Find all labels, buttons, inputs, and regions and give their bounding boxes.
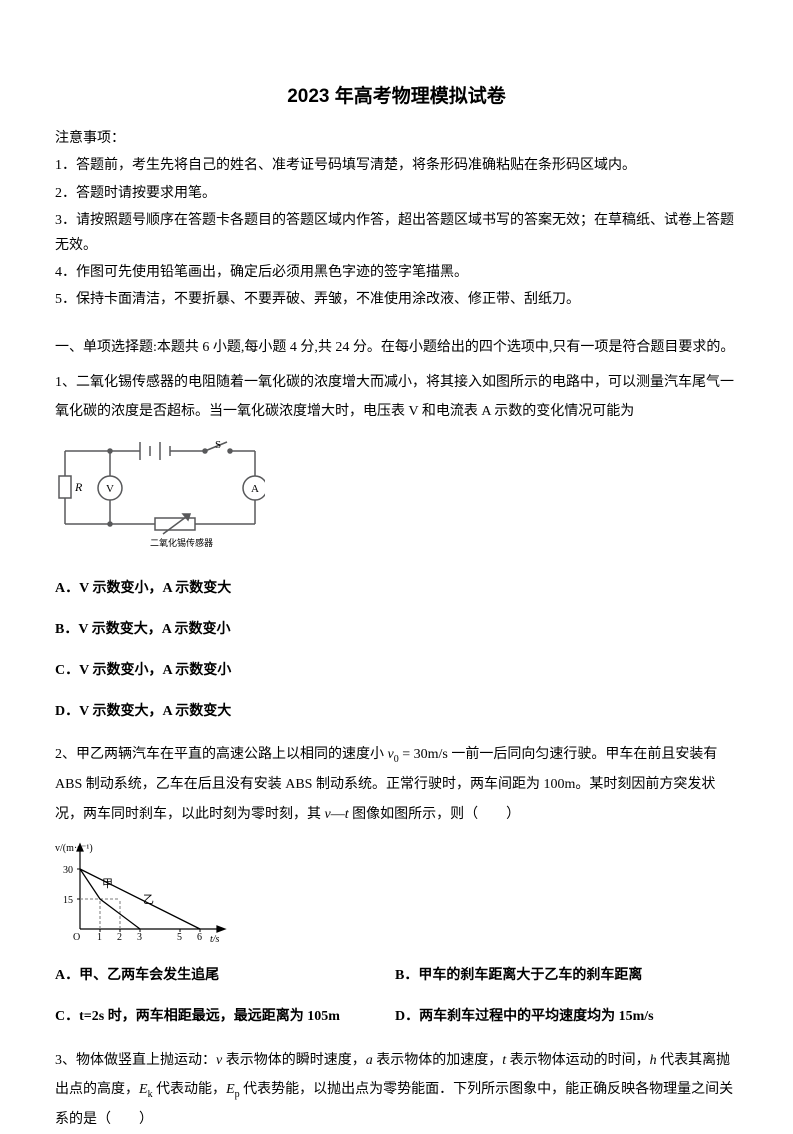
vt-x-6: 6 — [197, 932, 202, 943]
q2-pre: 2、甲乙两辆汽车在平直的高速公路上以相同的速度小 — [55, 747, 388, 762]
question-2-stem: 2、甲乙两辆汽车在平直的高速公路上以相同的速度小 v0 = 30m/s 一前一后… — [55, 740, 738, 829]
q2-option-d: D．两车刹车过程中的平均速度均为 15m/s — [395, 1004, 738, 1029]
vt-x-3: 3 — [137, 932, 142, 943]
q1-option-c: C．V 示数变小，A 示数变小 — [55, 658, 738, 683]
q2-eq: = 30m/s — [399, 747, 448, 762]
q1-option-a: A．V 示数变小，A 示数变大 — [55, 576, 738, 601]
vt-y30: 30 — [63, 865, 73, 876]
vt-yi: 乙 — [143, 893, 154, 906]
notice-item-1: 1．答题前，考生先将自己的姓名、准考证号码填写清楚，将条形码准确粘贴在条形码区域… — [55, 153, 738, 178]
circuit-svg: R V A S 二氧化锡传感器 — [55, 436, 265, 556]
sensor-label: 二氧化锡传感器 — [150, 537, 213, 548]
vt-y15: 15 — [63, 895, 73, 906]
question-3-stem: 3、物体做竖直上抛运动：v 表示物体的瞬时速度，a 表示物体的加速度，t 表示物… — [55, 1046, 738, 1134]
page-title: 2023 年高考物理模拟试卷 — [55, 80, 738, 114]
vt-x-1: 1 — [97, 932, 102, 943]
notice-item-5: 5．保持卡面清洁，不要折暴、不要弄破、弄皱，不准使用涂改液、修正带、刮纸刀。 — [55, 287, 738, 312]
q3-s2: 表示物体的加速度， — [373, 1053, 503, 1068]
section-1-header: 一、单项选择题:本题共 6 小题,每小题 4 分,共 24 分。在每小题给出的四… — [55, 335, 738, 360]
q2-post: 图像如图所示，则（ ） — [349, 807, 521, 822]
q3-s1: 表示物体的瞬时速度， — [222, 1053, 366, 1068]
notice-header: 注意事项： — [55, 126, 738, 151]
vt-jia: 甲 — [102, 878, 113, 890]
q2-options-row1: A．甲、乙两车会发生追尾 B．甲车的刹车距离大于乙车的刹车距离 — [55, 963, 738, 988]
q2-option-c: C．t=2s 时，两车相距最远，最远距离为 105m — [55, 1004, 395, 1029]
q3-ep: E — [226, 1082, 235, 1097]
q2-options-row2: C．t=2s 时，两车相距最远，最远距离为 105m D．两车刹车过程中的平均速… — [55, 1004, 738, 1029]
notice-item-2: 2．答题时请按要求用笔。 — [55, 181, 738, 206]
q2-option-b: B．甲车的刹车距离大于乙车的刹车距离 — [395, 963, 738, 988]
q2-option-a: A．甲、乙两车会发生追尾 — [55, 963, 395, 988]
vt-xlabel: t/s — [210, 934, 220, 944]
vt-x-2: 2 — [117, 932, 122, 943]
q3-ek: E — [139, 1082, 148, 1097]
notice-item-4: 4．作图可先使用铅笔画出，确定后必须用黑色字迹的签字笔描黑。 — [55, 260, 738, 285]
q3-pre: 3、物体做竖直上抛运动： — [55, 1053, 216, 1068]
vt-graph-figure: v/(m·s⁻¹) t/s 15 30 O 1 2 3 5 6 甲 乙 — [55, 839, 738, 953]
a-meter-label: A — [251, 483, 259, 495]
q3-h: h — [650, 1053, 657, 1068]
vt-graph-svg: v/(m·s⁻¹) t/s 15 30 O 1 2 3 5 6 甲 乙 — [55, 839, 235, 944]
question-1-stem: 1、二氧化锡传感器的电阻随着一氧化碳的浓度增大而减小，将其接入如图所示的电路中，… — [55, 368, 738, 427]
q1-option-b: B．V 示数变大，A 示数变小 — [55, 617, 738, 642]
r-label: R — [74, 480, 83, 494]
notice-item-3: 3．请按照题号顺序在答题卡各题目的答题区域内作答，超出答题区域书写的答案无效；在… — [55, 208, 738, 258]
q2-dash: — — [331, 807, 345, 822]
q3-s3: 表示物体运动的时间， — [506, 1053, 650, 1068]
circuit-figure: R V A S 二氧化锡传感器 — [55, 436, 738, 565]
vt-ylabel: v/(m·s⁻¹) — [55, 843, 93, 854]
vt-x-5: 5 — [177, 932, 182, 943]
switch-label: S — [215, 439, 221, 451]
q1-option-d: D．V 示数变大，A 示数变大 — [55, 699, 738, 724]
q3-a: a — [366, 1053, 373, 1068]
v-meter-label: V — [106, 483, 114, 495]
vt-x-o: O — [73, 932, 80, 943]
q3-s5: 代表动能， — [153, 1082, 227, 1097]
